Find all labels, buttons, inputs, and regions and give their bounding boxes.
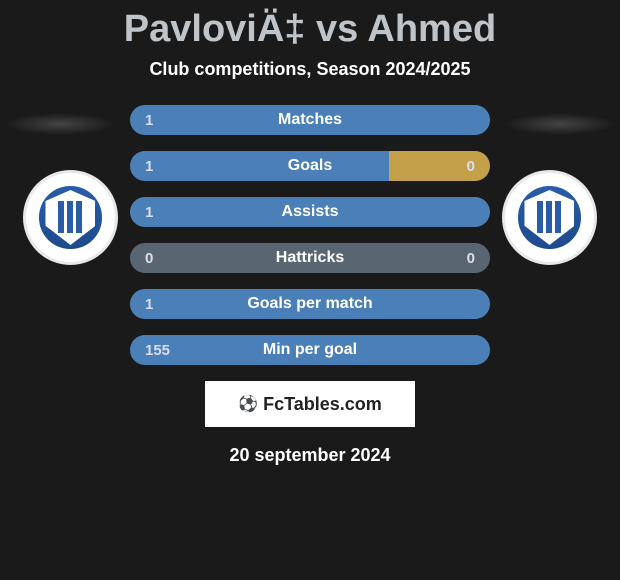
header: PavloviÄ‡ vs Ahmed Club competitions, Se… bbox=[0, 0, 620, 80]
logo-circle bbox=[502, 170, 597, 265]
bar-label: Goals bbox=[288, 157, 332, 175]
stripes-icon bbox=[537, 201, 561, 233]
stat-bar: 1 Goals 0 bbox=[130, 151, 490, 181]
page-title: PavloviÄ‡ vs Ahmed bbox=[0, 8, 620, 51]
bar-label: Min per goal bbox=[263, 341, 357, 359]
bar-left-fill bbox=[130, 151, 389, 181]
stat-bar: 1 Goals per match bbox=[130, 289, 490, 319]
shield-icon bbox=[524, 190, 574, 245]
bar-value-left: 1 bbox=[145, 296, 153, 313]
bar-label: Goals per match bbox=[247, 295, 372, 313]
team-logo-left bbox=[23, 170, 118, 265]
stat-bar: 1 Assists bbox=[130, 197, 490, 227]
shield-icon bbox=[45, 190, 95, 245]
stats-bars: 1 Matches 1 Goals 0 1 Assists 0 Hattricks 0 1 Goals… bbox=[130, 105, 490, 365]
watermark: ⚽ FcTables.com bbox=[205, 381, 415, 427]
soccer-icon: ⚽ bbox=[238, 394, 258, 414]
shadow-right bbox=[505, 113, 615, 135]
team-logo-right bbox=[502, 170, 597, 265]
bar-label: Matches bbox=[278, 111, 342, 129]
subtitle: Club competitions, Season 2024/2025 bbox=[0, 59, 620, 80]
date-label: 20 september 2024 bbox=[0, 445, 620, 466]
bar-value-left: 1 bbox=[145, 204, 153, 221]
logo-inner bbox=[39, 186, 101, 248]
bar-value-right: 0 bbox=[467, 158, 475, 175]
main-content: 1 Matches 1 Goals 0 1 Assists 0 Hattricks 0 1 Goals… bbox=[0, 105, 620, 466]
bar-value-left: 1 bbox=[145, 112, 153, 129]
bar-label: Assists bbox=[282, 203, 339, 221]
logo-circle bbox=[23, 170, 118, 265]
shadow-left bbox=[5, 113, 115, 135]
stripes-icon bbox=[58, 201, 82, 233]
watermark-text: FcTables.com bbox=[263, 394, 382, 415]
bar-value-right: 0 bbox=[467, 250, 475, 267]
bar-label: Hattricks bbox=[276, 249, 344, 267]
stat-bar: 1 Matches bbox=[130, 105, 490, 135]
bar-value-left: 155 bbox=[145, 342, 170, 359]
bar-value-left: 1 bbox=[145, 158, 153, 175]
stat-bar: 155 Min per goal bbox=[130, 335, 490, 365]
stat-bar: 0 Hattricks 0 bbox=[130, 243, 490, 273]
bar-value-left: 0 bbox=[145, 250, 153, 267]
logo-inner bbox=[518, 186, 580, 248]
